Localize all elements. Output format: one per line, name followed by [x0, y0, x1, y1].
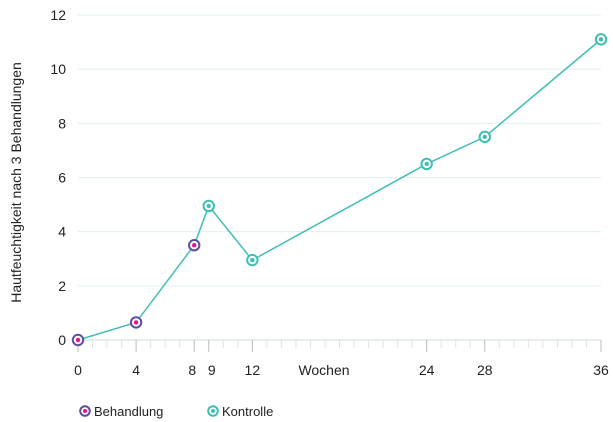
- legend-label-behandlung: Behandlung: [94, 404, 163, 419]
- legend-label-kontrolle: Kontrolle: [222, 404, 273, 419]
- y-tick-label-4: 4: [58, 224, 66, 240]
- legend-item-behandlung: Behandlung: [79, 404, 163, 419]
- x-tick-label-0: 0: [74, 362, 82, 378]
- data-point-behandlung-2-center: [192, 243, 197, 248]
- data-point-behandlung-0-center: [75, 337, 81, 343]
- data-line: [77, 38, 602, 341]
- grid-lines: [78, 14, 601, 341]
- y-tick-label-2: 2: [58, 278, 66, 294]
- y-tick-label-8: 8: [58, 115, 66, 131]
- legend-item-kontrolle: Kontrolle: [207, 404, 273, 419]
- x-tick-label-9: 9: [208, 362, 216, 378]
- data-point-kontrolle-3-center: [482, 134, 487, 140]
- x-tick-label-12: 12: [245, 362, 261, 378]
- legend-marker-behandlung-center: [83, 409, 87, 413]
- data-points: [71, 33, 608, 347]
- y-axis-title: Hautfeuchtigkeit nach 3 Behandlungen: [8, 62, 24, 303]
- x-tick-label-36: 36: [593, 362, 609, 378]
- data-point-kontrolle-0-center: [206, 203, 211, 209]
- y-tick-label-10: 10: [50, 61, 66, 77]
- data-lines: [77, 38, 602, 341]
- legend: Behandlung Kontrolle: [79, 404, 273, 419]
- x-tick-label-28: 28: [477, 362, 493, 378]
- x-tick-label-4: 4: [132, 362, 140, 378]
- data-point-kontrolle-2-center: [424, 161, 429, 167]
- data-point-kontrolle-4-center: [598, 37, 604, 42]
- data-point-kontrolle-1-center: [250, 257, 255, 263]
- x-tick-label-8: 8: [188, 362, 196, 378]
- data-point-behandlung-1-center: [133, 320, 139, 325]
- x-tick-label-24: 24: [419, 362, 435, 378]
- y-tick-label-12: 12: [50, 7, 66, 23]
- x-axis-title: Wochen: [298, 362, 349, 378]
- legend-marker-kontrolle-center: [211, 409, 215, 413]
- y-tick-label-0: 0: [58, 332, 66, 348]
- y-tick-label-6: 6: [58, 170, 66, 186]
